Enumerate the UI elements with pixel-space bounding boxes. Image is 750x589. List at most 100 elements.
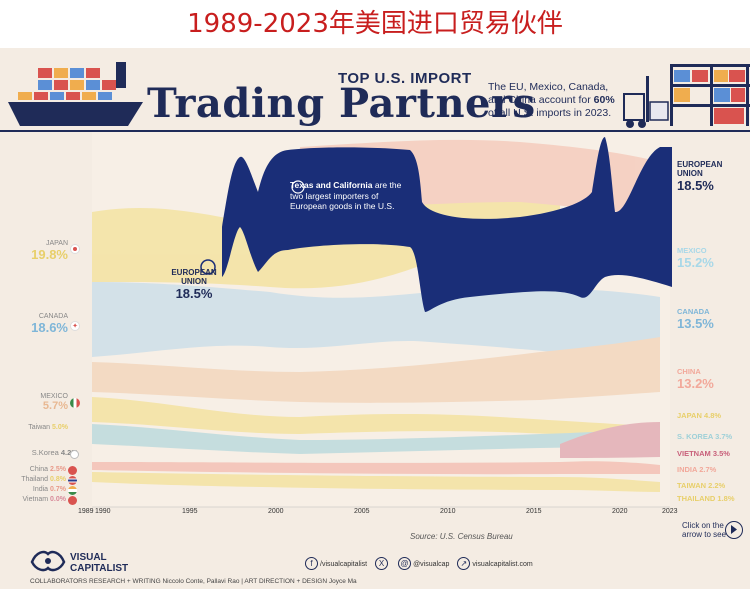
- annotation: Texas and California are the two largest…: [290, 180, 410, 212]
- social-x[interactable]: X: [375, 557, 390, 570]
- stream-vietnam: [560, 422, 660, 458]
- right-label-taiwan-name: TAIWAN: [677, 481, 707, 490]
- right-label-canada-value: 13.5%: [677, 316, 714, 331]
- social-handle-text: @visualcap: [413, 561, 450, 568]
- year-tick: 2015: [526, 508, 542, 515]
- subtitle: The EU, Mexico, Canada, and China accoun…: [488, 81, 618, 120]
- left-label-canada: CANADA 18.6%: [20, 313, 68, 335]
- facebook-icon: f: [305, 557, 318, 570]
- year-tick: 2020: [612, 508, 628, 515]
- left-label-india: India 0.7%: [4, 486, 66, 493]
- eyebrow-title: TOP U.S. IMPORT: [338, 70, 472, 87]
- left-label-korea-name: S.Korea: [31, 448, 59, 457]
- subtitle-pre: The EU, Mexico, Canada, and China accoun…: [488, 81, 609, 106]
- page-title: Trading Partners: [147, 80, 536, 127]
- annotation-pin-icon: [291, 180, 305, 194]
- flag-canada-icon: ✦: [70, 321, 80, 331]
- right-label-canada: CANADA 13.5%: [677, 307, 747, 331]
- eu-start-value: 18.5%: [175, 286, 213, 301]
- left-label-thailand-value: 0.8%: [50, 476, 66, 483]
- subtitle-bold: 60%: [593, 94, 615, 106]
- left-label-thailand-name: Thailand: [21, 476, 49, 483]
- flag-japan-icon: [70, 244, 80, 254]
- year-tick: 2000: [268, 508, 284, 515]
- right-label-mexico: MEXICO 15.2%: [677, 246, 747, 270]
- left-label-korea-value: 4.2%: [61, 448, 78, 457]
- x-icon: X: [375, 557, 389, 570]
- left-label-taiwan-name: Taiwan: [28, 424, 51, 431]
- social-website[interactable]: ↗ visualcapitalist.com: [457, 557, 533, 570]
- right-label-china-value: 13.2%: [677, 376, 714, 391]
- right-label-india-name: INDIA: [677, 465, 698, 474]
- cursor-icon: ↗: [457, 557, 471, 570]
- right-label-japan: JAPAN 4.8%: [677, 411, 721, 420]
- right-label-china-name: CHINA: [677, 367, 701, 376]
- play-arrow-icon: [731, 525, 737, 534]
- year-tick: 1990: [95, 508, 111, 515]
- threads-icon: @: [398, 557, 412, 570]
- left-label-taiwan-value: 5.0%: [52, 424, 68, 431]
- right-label-korea-name: S. KOREA: [677, 432, 713, 441]
- social-facebook[interactable]: f/visualcapitalist: [305, 557, 367, 570]
- social-facebook-text: /visualcapitalist: [320, 561, 368, 568]
- year-tick: 2023: [662, 508, 678, 515]
- flag-vietnam-icon: [68, 496, 77, 505]
- annotation-text: are the two largest importers of Europea…: [290, 180, 402, 211]
- right-label-india-value: 2.7%: [699, 465, 717, 474]
- flag-india-icon: [68, 486, 77, 495]
- header-rule: [0, 130, 750, 132]
- eu-start-name: EUROPEAN UNION: [171, 268, 217, 286]
- right-label-vietnam-name: VIETNAM: [677, 449, 711, 458]
- chinese-title: 1989-2023年美国进口贸易伙伴: [0, 0, 750, 48]
- left-label-japan: JAPAN 19.8%: [20, 240, 68, 262]
- left-label-thailand: Thailand 0.8%: [4, 476, 66, 483]
- left-label-mexico-value: 5.7%: [42, 400, 68, 412]
- left-label-canada-value: 18.6%: [31, 320, 68, 335]
- warehouse-forklift-icon: [623, 64, 750, 128]
- streamgraph-chart: [0, 132, 750, 512]
- next-arrow-button[interactable]: [725, 521, 743, 539]
- flag-korea-icon: [70, 450, 79, 459]
- right-label-japan-value: 4.8%: [703, 411, 722, 420]
- stream-thailand: [92, 472, 660, 492]
- header: [0, 48, 750, 136]
- left-label-india-value: 0.7%: [50, 486, 66, 493]
- stream-european-union: [222, 137, 672, 312]
- left-label-china: China 2.5%: [4, 466, 66, 473]
- left-label-india-name: India: [32, 486, 49, 493]
- right-label-mexico-value: 15.2%: [677, 255, 714, 270]
- eu-end-label: EUROPEAN UNION 18.5%: [677, 160, 747, 193]
- cargo-ship-icon: [8, 62, 143, 126]
- right-label-korea: S. KOREA 3.7%: [677, 432, 732, 441]
- logo-line2: CAPITALIST: [70, 563, 129, 574]
- left-label-mexico: MEXICO 5.7%: [20, 393, 68, 412]
- left-label-vietnam-name: Vietnam: [22, 496, 49, 503]
- right-label-india: INDIA 2.7%: [677, 465, 716, 474]
- left-label-korea: S.Korea 4.2%: [6, 448, 78, 457]
- social-website-text: visualcapitalist.com: [472, 561, 533, 568]
- logo-text: VISUAL CAPITALIST: [70, 552, 128, 574]
- stream-india: [92, 461, 660, 475]
- year-tick: 1995: [182, 508, 198, 515]
- left-label-china-name: China: [29, 466, 49, 473]
- flag-mexico-icon: [70, 398, 80, 408]
- right-label-korea-value: 3.7%: [715, 432, 733, 441]
- right-label-thailand-value: 1.8%: [717, 494, 735, 503]
- stream-mexico: [92, 337, 660, 403]
- year-tick: 1989: [78, 508, 94, 515]
- stream-canada: [92, 282, 660, 362]
- right-label-china: CHINA 13.2%: [677, 367, 747, 391]
- left-label-japan-name: JAPAN: [45, 240, 68, 247]
- right-label-thailand: THAILAND 1.8%: [677, 494, 735, 503]
- social-threads[interactable]: @ @visualcap: [398, 557, 449, 570]
- right-label-taiwan-value: 2.2%: [708, 481, 726, 490]
- left-label-vietnam: Vietnam 0.0%: [4, 496, 66, 503]
- left-label-china-value: 2.5%: [50, 466, 66, 473]
- visual-capitalist-logo-icon: [30, 550, 66, 572]
- left-label-canada-name: CANADA: [38, 313, 68, 320]
- right-label-japan-name: JAPAN: [677, 411, 702, 420]
- eu-end-value: 18.5%: [677, 178, 714, 193]
- social-links: f/visualcapitalist X @ @visualcap ↗ visual…: [305, 557, 533, 570]
- left-label-taiwan: Taiwan 5.0%: [14, 424, 68, 431]
